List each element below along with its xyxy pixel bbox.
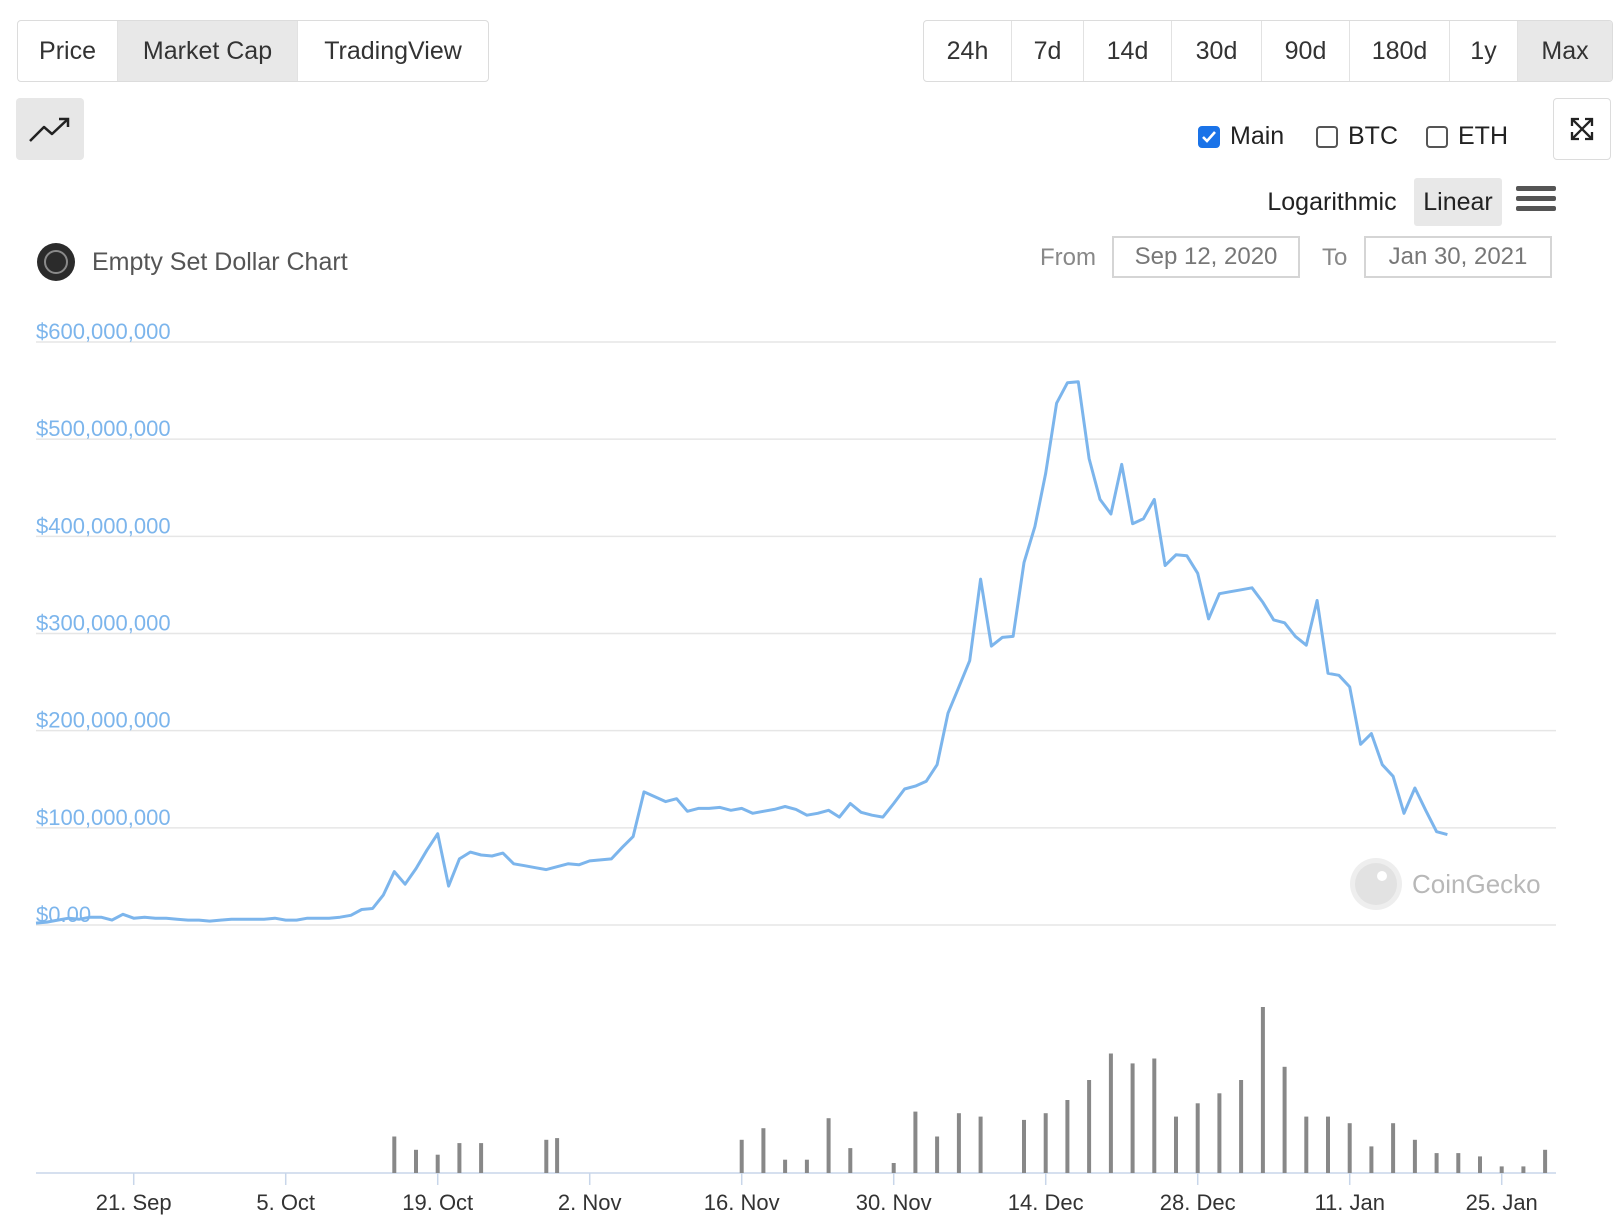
x-tick-label: 16. Nov — [704, 1190, 780, 1215]
y-tick-label: $500,000,000 — [36, 416, 171, 441]
volume-bar — [1304, 1117, 1308, 1173]
volume-bar — [1152, 1059, 1156, 1174]
x-tick-label: 14. Dec — [1008, 1190, 1084, 1215]
volume-bar — [544, 1140, 548, 1173]
volume-bar — [1521, 1166, 1525, 1173]
volume-bar — [783, 1160, 787, 1173]
volume-bar — [1174, 1117, 1178, 1173]
x-tick-label: 28. Dec — [1160, 1190, 1236, 1215]
x-tick-label: 11. Jan — [1314, 1190, 1385, 1215]
volume-bar — [1435, 1153, 1439, 1173]
volume-bar — [414, 1150, 418, 1173]
x-tick-label: 25. Jan — [1466, 1190, 1538, 1215]
volume-bar — [1326, 1117, 1330, 1173]
volume-bar — [1500, 1166, 1504, 1173]
market-cap-series-line — [36, 382, 1447, 923]
grid-lines — [36, 342, 1556, 925]
volume-bar — [957, 1113, 961, 1173]
x-tick-label: 2. Nov — [558, 1190, 622, 1215]
volume-bar — [1087, 1080, 1091, 1173]
volume-bar — [555, 1138, 559, 1173]
volume-bar — [1478, 1156, 1482, 1173]
y-tick-label: $300,000,000 — [36, 611, 171, 636]
x-tick-label: 5. Oct — [256, 1190, 315, 1215]
y-tick-label: $400,000,000 — [36, 513, 171, 538]
y-tick-label: $200,000,000 — [36, 708, 171, 733]
volume-bar — [436, 1155, 440, 1173]
watermark-text: CoinGecko — [1412, 869, 1541, 899]
volume-bar — [1413, 1140, 1417, 1173]
volume-bar — [979, 1117, 983, 1173]
x-tick-label: 19. Oct — [402, 1190, 473, 1215]
volume-bar — [1131, 1063, 1135, 1173]
volume-bar — [1543, 1150, 1547, 1173]
volume-bar — [1239, 1080, 1243, 1173]
y-tick-label: $600,000,000 — [36, 319, 171, 344]
volume-bar — [1217, 1093, 1221, 1173]
volume-bar — [1109, 1054, 1113, 1174]
volume-bar — [761, 1128, 765, 1173]
x-tick-label: 21. Sep — [96, 1190, 172, 1215]
volume-bar — [457, 1143, 461, 1173]
volume-bars — [392, 1007, 1547, 1173]
volume-bar — [1369, 1146, 1373, 1173]
volume-bar — [913, 1112, 917, 1173]
volume-bar — [892, 1163, 896, 1173]
coingecko-watermark: CoinGecko — [1350, 858, 1541, 910]
y-tick-label: $100,000,000 — [36, 805, 171, 830]
volume-bar — [805, 1160, 809, 1173]
volume-bar — [827, 1118, 831, 1173]
volume-bar — [1065, 1100, 1069, 1173]
volume-bar — [1022, 1120, 1026, 1173]
volume-bar — [740, 1140, 744, 1173]
volume-bar — [392, 1137, 396, 1174]
volume-bar — [1283, 1067, 1287, 1173]
volume-bar — [1391, 1123, 1395, 1173]
volume-bar — [848, 1148, 852, 1173]
volume-bar — [1044, 1113, 1048, 1173]
x-axis-ticks: 21. Sep 5. Oct 19. Oct 2. Nov 16. Nov 30. Nov… — [96, 1173, 1538, 1215]
x-tick-label: 30. Nov — [856, 1190, 932, 1215]
volume-bar — [1348, 1123, 1352, 1173]
volume-bar — [1196, 1103, 1200, 1173]
volume-bar — [1456, 1153, 1460, 1173]
volume-bar — [935, 1137, 939, 1174]
y-axis-labels: $0.00$100,000,000$200,000,000$300,000,00… — [36, 319, 171, 927]
volume-bar — [1261, 1007, 1265, 1173]
volume-bar — [479, 1143, 483, 1173]
